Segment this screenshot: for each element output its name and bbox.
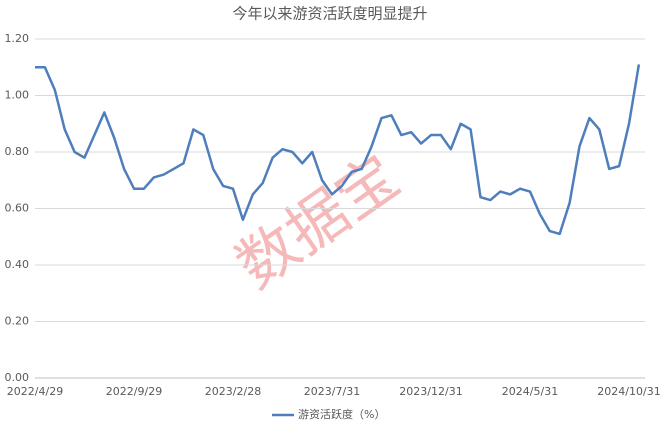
x-tick-label: 2023/12/31	[399, 385, 462, 398]
y-tick-label: 0.40	[5, 258, 30, 271]
legend-label: 游资活跃度（%）	[298, 407, 385, 421]
y-tick-label: 0.00	[5, 371, 30, 384]
x-tick-label: 2022/4/29	[7, 385, 63, 398]
y-tick-label: 0.60	[5, 202, 30, 215]
y-tick-label: 1.20	[5, 32, 30, 45]
y-tick-label: 0.80	[5, 145, 30, 158]
x-tick-label: 2024/5/31	[502, 385, 558, 398]
x-tick-label: 2022/9/29	[106, 385, 162, 398]
y-tick-label: 0.20	[5, 315, 30, 328]
x-tick-label: 2024/10/31	[597, 385, 660, 398]
data-line	[35, 64, 641, 236]
y-tick-label: 1.00	[5, 89, 30, 102]
chart-title: 今年以来游资活跃度明显提升	[232, 5, 427, 23]
x-tick-label: 2023/2/28	[205, 385, 261, 398]
x-tick-label: 2023/7/31	[304, 385, 360, 398]
